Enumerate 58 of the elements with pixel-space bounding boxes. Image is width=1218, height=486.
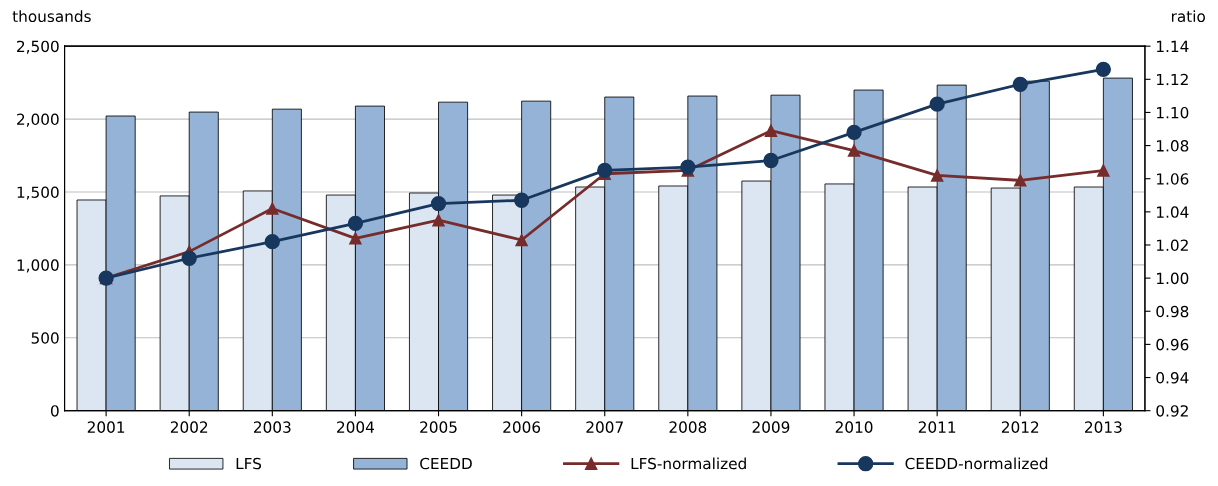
y-tick-label: 2,000 [17, 113, 59, 127]
y-tick-label: 1,500 [17, 186, 59, 200]
x-tick-label: 2011 [918, 421, 956, 433]
y2-tick-label: 1.10 [1157, 106, 1189, 119]
y-axis-title: thousands [12, 10, 91, 23]
legend-label: LFS-normalized [631, 457, 746, 470]
y2-tick-label: 1.08 [1157, 140, 1189, 152]
point [515, 233, 528, 247]
point [430, 195, 447, 212]
legend-label: CEEDD [420, 457, 472, 470]
y2-axis-title: ratio [1171, 10, 1205, 23]
x-tick-label: 2006 [503, 421, 541, 433]
y-tick-label: 1,000 [17, 259, 59, 273]
point [680, 159, 696, 175]
point [181, 250, 197, 266]
point [929, 96, 945, 112]
point [846, 124, 862, 140]
point [1014, 174, 1027, 187]
y2-tick-label: 1.06 [1157, 173, 1189, 185]
point [432, 213, 445, 227]
point [513, 192, 530, 208]
x-tick-label: 2008 [669, 421, 707, 433]
x-tick-label: 2004 [337, 421, 374, 433]
y2-tick-label: 1.02 [1157, 239, 1188, 252]
point [1012, 76, 1028, 92]
point [847, 144, 861, 157]
y2-tick-label: 0.94 [1156, 372, 1189, 384]
x-tick-label: 2005 [420, 421, 457, 433]
x-tick-label: 2013 [1085, 421, 1122, 433]
x-tick-label: 2007 [586, 421, 623, 433]
legend-label: LFS [236, 457, 262, 470]
y-tick-label: 2,500 [17, 40, 59, 54]
point [266, 202, 279, 215]
y2-tick-label: 1.14 [1157, 40, 1189, 52]
point [1097, 164, 1110, 177]
x-tick-label: 2012 [1001, 421, 1039, 433]
y-tick-label: 500 [31, 332, 59, 344]
y-tick-label: 0 [50, 405, 59, 417]
y2-tick-label: 1.12 [1157, 73, 1188, 86]
point [764, 124, 778, 137]
point [763, 152, 779, 169]
x-tick-label: 2009 [752, 421, 790, 433]
x-tick-label: 2010 [835, 421, 873, 433]
y2-tick-label: 0.98 [1156, 305, 1189, 318]
x-tick-label: 2001 [87, 421, 125, 433]
point [1095, 61, 1112, 78]
y2-tick-label: 0.92 [1156, 405, 1188, 417]
point [930, 169, 944, 182]
y2-tick-label: 1.00 [1157, 272, 1189, 285]
point [349, 232, 362, 245]
point [347, 215, 364, 232]
legend-label: CEEDD-normalized [905, 457, 1048, 470]
y2-tick-label: 0.96 [1156, 338, 1189, 351]
x-tick-label: 2003 [254, 421, 291, 433]
x-tick-label: 2002 [170, 421, 208, 433]
point [264, 234, 280, 250]
point [597, 162, 613, 179]
y2-tick-label: 1.04 [1157, 206, 1189, 218]
